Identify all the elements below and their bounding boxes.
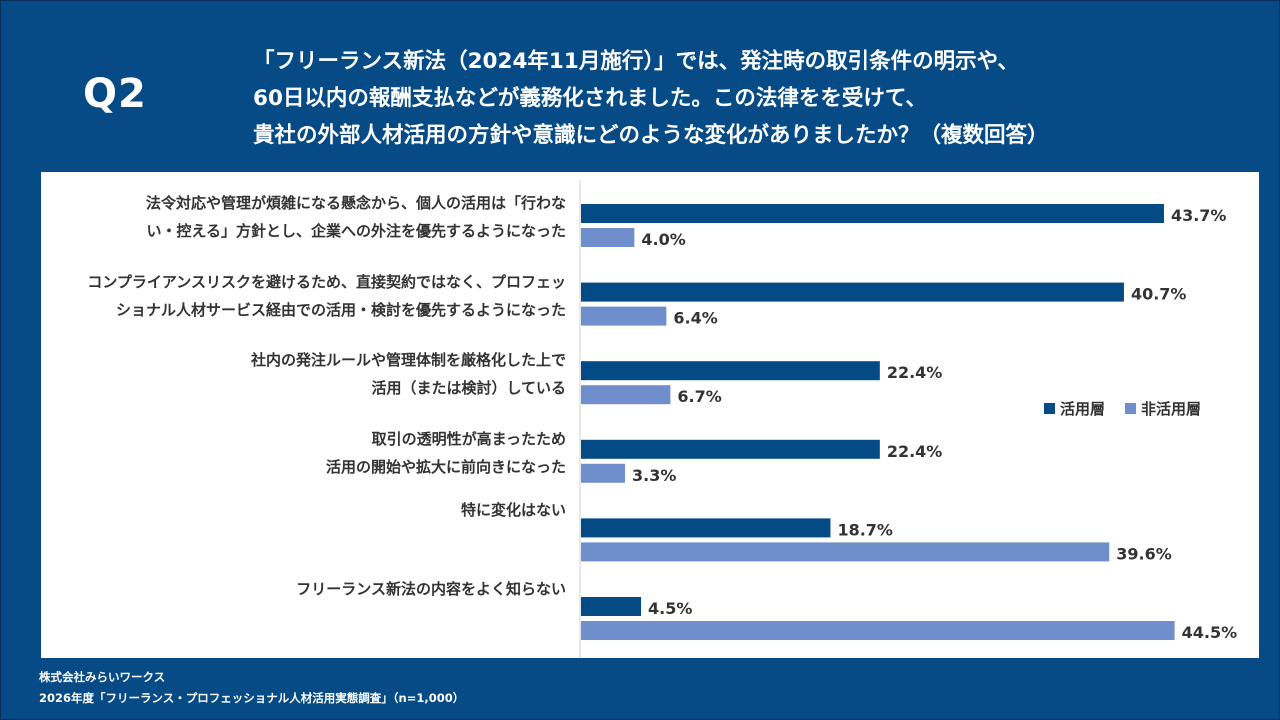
category-label: フリーランス新法の内容をよく知らない bbox=[296, 575, 566, 603]
bar-active bbox=[581, 361, 880, 381]
question-line: 60日以内の報酬支払などが義務化されました。この法律をを受けて、 bbox=[253, 86, 927, 111]
bar-active bbox=[581, 282, 1124, 302]
data-label: 4.5% bbox=[648, 599, 692, 618]
bar-active bbox=[581, 204, 1164, 223]
legend: 活用層 非活用層 bbox=[1044, 398, 1201, 419]
legend-swatch-active bbox=[1044, 403, 1055, 414]
category-label: 社内の発注ルールや管理体制を厳格化した上で活用（または検討）している bbox=[251, 346, 566, 402]
category-label-line: ショナル人材サービス経由での活用・検討を優先するようになった bbox=[115, 300, 566, 319]
data-label: 44.5% bbox=[1182, 623, 1238, 642]
chart-panel: 法令対応や管理が煩雑になる懸念から、個人の活用は「行わな い・控える」方針とし、企… bbox=[41, 172, 1259, 658]
data-label: 22.4% bbox=[887, 363, 943, 382]
category-label-line: 取引の透明性が高まったため bbox=[371, 429, 566, 448]
bar-inactive bbox=[581, 228, 635, 247]
bar-inactive bbox=[581, 385, 671, 405]
category-label-line: コンプライアンスリスクを避けるため、直接契約ではなく、プロフェッ bbox=[87, 272, 566, 291]
bar-inactive bbox=[581, 306, 667, 326]
question-line: 貴社の外部人材活用の方針や意識にどのような変化がありましたか？（複数回答） bbox=[253, 123, 1049, 148]
data-label: 39.6% bbox=[1116, 544, 1172, 563]
bar-active bbox=[581, 439, 880, 459]
category-label: 取引の透明性が高まったため活用の開始や拡大に前向きになった bbox=[326, 425, 566, 481]
category-label: 法令対応や管理が煩雑になる懸念から、個人の活用は「行わな い・控える」方針とし、企… bbox=[146, 189, 566, 245]
bar-inactive bbox=[581, 542, 1110, 562]
category-label: コンプライアンスリスクを避けるため、直接契約ではなく、プロフェッショナル人材サー… bbox=[87, 268, 566, 324]
category-label: 特に変化はない bbox=[461, 496, 566, 524]
question-number: Q2 bbox=[83, 71, 147, 117]
data-label: 18.7% bbox=[837, 520, 893, 539]
data-label: 22.4% bbox=[887, 442, 943, 461]
data-label: 6.7% bbox=[677, 387, 721, 406]
legend-item-inactive: 非活用層 bbox=[1125, 398, 1201, 419]
bar-active bbox=[581, 597, 642, 616]
category-label-line: い・控える」方針とし、企業への外注を優先するようになった bbox=[146, 222, 566, 240]
footer: 株式会社みらいワークス 2026年度「フリーランス・プロフェッショナル人材活用実… bbox=[39, 667, 464, 709]
bar-chart: 43.7% 4.0% 40.7% 6.4% 22.4% 6.7% 22.4% 3.3% 18.7… bbox=[579, 180, 1238, 658]
data-label: 6.4% bbox=[673, 309, 717, 328]
bar-inactive bbox=[581, 463, 626, 483]
legend-label: 活用層 bbox=[1060, 400, 1106, 418]
data-label: 40.7% bbox=[1131, 285, 1187, 304]
legend-swatch-inactive bbox=[1125, 403, 1137, 414]
data-label: 4.0% bbox=[641, 230, 685, 249]
legend-item-active: 活用層 bbox=[1044, 398, 1105, 419]
category-label-line: フリーランス新法の内容をよく知らない bbox=[296, 580, 566, 598]
data-label: 3.3% bbox=[632, 466, 676, 485]
data-label: 43.7% bbox=[1171, 206, 1227, 225]
question-line: 「フリーランス新法（2024年11月施行）」では、発注時の取引条件の明示や、 bbox=[253, 49, 1019, 74]
question-text: 「フリーランス新法（2024年11月施行）」では、発注時の取引条件の明示や、 6… bbox=[253, 43, 1263, 154]
survey-source: 2026年度「フリーランス・プロフェッショナル人材活用実態調査」（n=1,000… bbox=[39, 691, 465, 705]
category-label-line: 特に変化はない bbox=[460, 501, 566, 520]
bar-active bbox=[581, 518, 831, 538]
category-label-line: 活用の開始や拡大に前向きになった bbox=[325, 457, 566, 476]
company-name: 株式会社みらいワークス bbox=[39, 670, 166, 684]
category-label-line: 社内の発注ルールや管理体制を厳格化した上で bbox=[250, 351, 566, 370]
legend-label: 非活用層 bbox=[1141, 400, 1202, 418]
category-label-line: 法令対応や管理が煩雑になる懸念から、個人の活用は「行わな bbox=[145, 194, 566, 212]
category-label-line: 活用（または検討）している bbox=[371, 379, 566, 398]
bar-inactive bbox=[581, 621, 1175, 640]
